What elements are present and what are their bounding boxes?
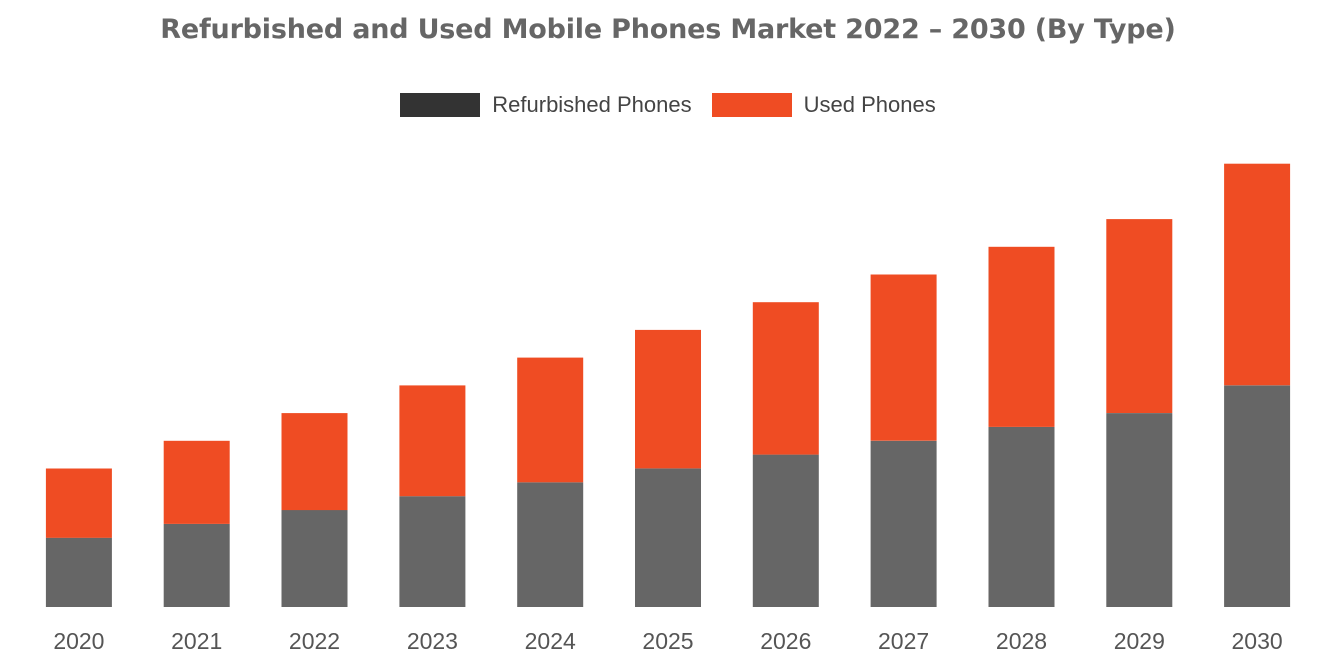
x-tick-label: 2030 — [1232, 628, 1283, 654]
bar-used-2027 — [870, 274, 937, 441]
x-tick-label: 2021 — [171, 628, 222, 654]
bar-refurbished-2026 — [752, 454, 819, 607]
x-tick-label: 2029 — [1114, 628, 1165, 654]
bar-used-2024 — [517, 357, 584, 483]
x-tick-label: 2025 — [642, 628, 693, 654]
legend-swatch-refurbished — [400, 93, 481, 117]
bar-refurbished-2022 — [281, 510, 348, 607]
bar-refurbished-2021 — [163, 523, 230, 607]
bar-refurbished-2027 — [870, 440, 937, 607]
x-tick-label: 2023 — [407, 628, 458, 654]
x-tick-label: 2027 — [878, 628, 929, 654]
bar-refurbished-2023 — [399, 496, 466, 607]
bar-used-2029 — [1106, 219, 1173, 413]
legend-item-used: Used Phones — [711, 92, 936, 118]
chart-legend: Refurbished Phones Used Phones — [0, 92, 1336, 118]
x-tick-label: 2024 — [525, 628, 576, 654]
bar-used-2028 — [988, 246, 1055, 427]
bar-used-2025 — [635, 329, 701, 469]
legend-swatch-used — [711, 93, 792, 117]
bar-refurbished-2025 — [635, 468, 701, 607]
bar-used-2023 — [399, 385, 466, 497]
bar-used-2022 — [281, 413, 348, 511]
bar-used-2030 — [1224, 163, 1291, 386]
chart-title: Refurbished and Used Mobile Phones Marke… — [160, 14, 1176, 45]
x-tick-label: 2026 — [760, 628, 811, 654]
legend-item-refurbished: Refurbished Phones — [400, 92, 692, 118]
bar-refurbished-2029 — [1106, 413, 1173, 607]
bar-refurbished-2028 — [988, 426, 1055, 607]
bar-used-2026 — [752, 302, 819, 455]
x-axis-tick-labels: 2020 2021 2022 2023 2024 2025 2026 2027 2028 2029… — [53, 628, 1282, 654]
bar-group — [45, 163, 1291, 607]
bar-refurbished-2024 — [517, 482, 584, 607]
x-tick-label: 2020 — [53, 628, 104, 654]
bar-used-2020 — [45, 468, 112, 538]
x-tick-label: 2022 — [289, 628, 340, 654]
bar-refurbished-2020 — [45, 537, 112, 607]
bar-refurbished-2030 — [1224, 385, 1291, 607]
legend-label-refurbished: Refurbished Phones — [492, 92, 692, 117]
legend-label-used: Used Phones — [803, 92, 936, 117]
bar-used-2021 — [163, 440, 230, 524]
x-tick-label: 2028 — [996, 628, 1047, 654]
